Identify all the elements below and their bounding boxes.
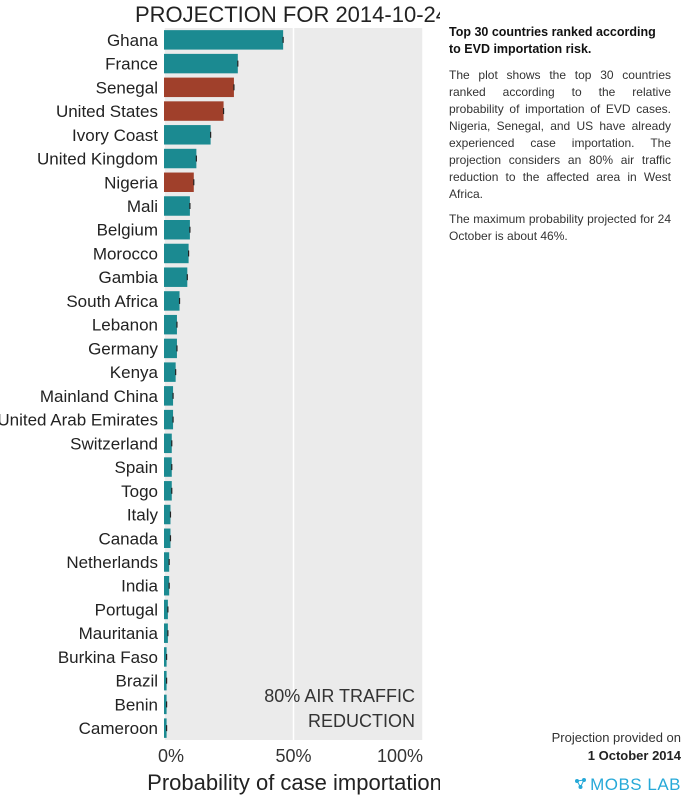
x-axis-label: Probability of case importation [147,770,440,795]
category-label: Senegal [96,78,158,97]
projection-date: 1 October 2014 [587,748,681,763]
projection-provided-label: Projection provided on [551,730,681,745]
bar [164,386,174,406]
bar [164,433,172,454]
bar [164,220,190,240]
bar [164,125,211,145]
category-label: Togo [121,482,158,501]
bar [164,77,234,98]
bar [164,409,174,430]
category-label: Spain [115,458,158,477]
bar [164,267,188,287]
category-label: United States [56,102,158,121]
bar [164,148,197,169]
category-label: United Arab Emirates [0,411,158,430]
category-label: Mainland China [40,387,159,406]
category-label: Mali [127,197,158,216]
bar [164,101,224,121]
bar [164,670,167,691]
x-tick-label: 100% [377,746,423,766]
bar [164,291,180,311]
category-label: India [121,577,158,596]
bar [164,694,167,715]
category-label: Mauritania [79,624,159,643]
bar [164,362,176,382]
bar [164,623,168,643]
category-label: Germany [88,339,158,358]
projection-date-note: Projection provided on 1 October 2014 [552,729,681,765]
category-label: Netherlands [66,553,158,572]
description-title: Top 30 countries ranked according to EVD… [449,25,656,56]
category-label: Ivory Coast [72,126,158,145]
category-label: Brazil [115,672,158,691]
category-label: Burkina Faso [58,648,158,667]
bar [164,718,167,738]
bar [164,53,238,74]
bar [164,528,171,548]
category-label: Portugal [95,600,158,619]
bar [164,504,171,525]
bar [164,457,172,477]
bar [164,552,170,572]
chart-title: PROJECTION FOR 2014-10-24 [135,2,440,27]
category-label: Belgium [97,221,158,240]
bar [164,314,177,335]
category-label: South Africa [66,292,158,311]
brand-logo: MOBS LAB [574,775,681,795]
bar [164,338,177,359]
category-label: Morocco [93,244,158,263]
category-label: Ghana [107,31,159,50]
x-tick-label: 0% [158,746,184,766]
category-label: United Kingdom [37,150,158,169]
category-label: Switzerland [70,434,158,453]
bar [164,599,168,620]
description-max-probability: The maximum probability projected for 24… [449,212,671,243]
bar [164,481,172,501]
bar [164,647,167,667]
annotation-text: REDUCTION [308,711,415,731]
category-label: Italy [127,506,159,525]
bar [164,196,190,216]
bar [164,243,189,264]
brand-name: MOBS LAB [590,775,681,794]
description-paragraph: The plot shows the top 30 countries rank… [449,68,671,201]
category-label: Benin [115,695,158,714]
category-label: Cameroon [79,719,158,738]
category-label: Kenya [110,363,159,382]
bar-chart: 0% 50% 100% PROJECTION FOR 2014-10-24 Ghana F… [0,2,440,795]
bar [164,30,284,50]
category-label: Lebanon [92,316,158,335]
category-label: France [105,55,158,74]
bar [164,172,194,192]
x-tick-label: 50% [275,746,311,766]
bar [164,576,170,596]
description-panel: Top 30 countries ranked according to EVD… [449,24,671,253]
category-label: Gambia [98,268,158,287]
annotation-text: 80% AIR TRAFFIC [264,686,415,706]
category-label: Nigeria [104,173,158,192]
molecule-icon [574,775,587,795]
category-label: Canada [98,529,158,548]
